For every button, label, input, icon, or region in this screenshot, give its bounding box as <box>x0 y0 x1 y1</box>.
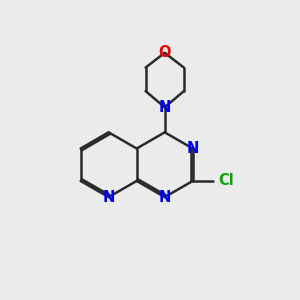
Text: N: N <box>158 100 171 115</box>
Text: Cl: Cl <box>218 173 234 188</box>
Text: N: N <box>158 190 171 205</box>
Text: N: N <box>102 190 115 205</box>
Text: N: N <box>187 141 199 156</box>
Text: O: O <box>158 45 171 60</box>
